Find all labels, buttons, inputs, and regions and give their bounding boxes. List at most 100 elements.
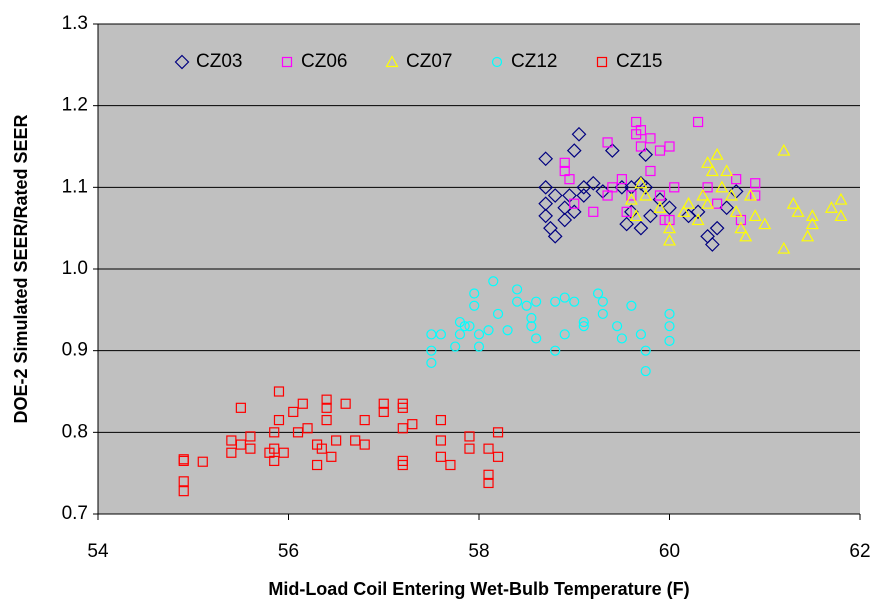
- scatter-point: [691, 213, 705, 226]
- scatter-point: [235, 402, 246, 413]
- scatter-point: [531, 333, 542, 344]
- scatter-point: [834, 209, 848, 222]
- scatter-point: [378, 406, 389, 418]
- scatter-point: [720, 164, 734, 177]
- scatter-point: [269, 455, 280, 467]
- scatter-point: [483, 477, 494, 489]
- scatter-point: [696, 188, 710, 201]
- scatter-point: [569, 198, 580, 209]
- scatter-point: [483, 443, 494, 454]
- scatter-point: [834, 192, 848, 205]
- scatter-point: [278, 447, 289, 458]
- scatter-point: [616, 174, 627, 185]
- scatter-point: [729, 205, 743, 217]
- scatter-point: [547, 228, 563, 244]
- scatter-point: [550, 345, 561, 356]
- scatter-point: [538, 179, 554, 195]
- scatter-point: [709, 220, 725, 236]
- scatter-point: [435, 329, 446, 340]
- scatter-point: [445, 459, 456, 471]
- legend-label: CZ12: [511, 51, 557, 72]
- scatter-point: [550, 296, 561, 307]
- scatter-point: [712, 198, 723, 209]
- scatter-point: [692, 116, 704, 128]
- scatter-point: [597, 308, 608, 320]
- scatter-point: [359, 414, 370, 426]
- scatter-point: [731, 174, 742, 185]
- scatter-point: [288, 406, 299, 418]
- scatter-point: [511, 284, 523, 295]
- scatter-point: [502, 325, 513, 336]
- scatter-point: [492, 451, 504, 462]
- scatter-point: [178, 455, 189, 467]
- scatter-point: [748, 209, 762, 222]
- scatter-point: [178, 476, 189, 487]
- scatter-point: [321, 402, 332, 413]
- scatter-point: [578, 321, 589, 332]
- scatter-point: [633, 220, 649, 236]
- scatter-point: [640, 345, 651, 356]
- scatter-point: [378, 398, 389, 409]
- scatter-point: [559, 157, 570, 168]
- y-tick-label: 1.3: [62, 13, 88, 34]
- scatter-point: [677, 205, 691, 217]
- scatter-point: [245, 443, 256, 454]
- scatter-point: [638, 179, 654, 195]
- scatter-point: [653, 201, 667, 213]
- scatter-point: [578, 316, 589, 328]
- scatter-point: [626, 190, 637, 201]
- scatter-point: [435, 414, 446, 426]
- scatter-point: [359, 439, 370, 450]
- scatter-point: [701, 156, 715, 168]
- scatter-point: [435, 435, 446, 446]
- legend-label: CZ06: [301, 51, 347, 72]
- scatter-point: [777, 143, 791, 156]
- y-tick-label: 0.9: [62, 340, 88, 361]
- scatter-point: [426, 357, 437, 369]
- scatter-point: [662, 221, 677, 234]
- scatter-point: [297, 398, 308, 409]
- scatter-point: [397, 402, 408, 413]
- scatter-point: [777, 241, 791, 254]
- scatter-point: [654, 190, 666, 201]
- scatter-point: [526, 321, 537, 332]
- scatter-point: [616, 333, 627, 344]
- scatter-point: [750, 178, 761, 189]
- scatter-point: [559, 329, 570, 340]
- scatter-point: [245, 431, 256, 442]
- scatter-point: [473, 329, 485, 340]
- scatter-point: [645, 133, 656, 144]
- scatter-point: [624, 192, 638, 205]
- scatter-point: [719, 200, 734, 216]
- scatter-point: [805, 217, 819, 230]
- scatter-point: [805, 209, 819, 222]
- scatter-point: [724, 188, 738, 201]
- scatter-point: [662, 233, 677, 246]
- y-tick-label: 0.7: [62, 503, 88, 524]
- scatter-point: [634, 176, 648, 189]
- scatter-point: [547, 188, 563, 203]
- scatter-point: [682, 196, 696, 209]
- scatter-point: [464, 443, 475, 454]
- scatter-point: [492, 427, 504, 438]
- scatter-point: [705, 237, 720, 252]
- scatter-point: [557, 212, 573, 228]
- scatter-point: [690, 204, 706, 220]
- scatter-point: [612, 321, 623, 332]
- scatter-point: [629, 209, 643, 222]
- y-tick-label: 1.1: [62, 176, 88, 197]
- scatter-point: [483, 469, 494, 480]
- scatter-point: [559, 292, 570, 303]
- scatter-point: [607, 182, 618, 193]
- scatter-point: [340, 398, 351, 409]
- scatter-point: [311, 459, 323, 471]
- scatter-point: [571, 126, 587, 142]
- scatter-point: [459, 321, 470, 332]
- scatter-point: [602, 137, 613, 148]
- scatter-point: [321, 394, 332, 405]
- scatter-point: [705, 164, 719, 177]
- scatter-point: [197, 456, 208, 467]
- scatter-point: [538, 151, 554, 167]
- scatter-point: [739, 229, 753, 242]
